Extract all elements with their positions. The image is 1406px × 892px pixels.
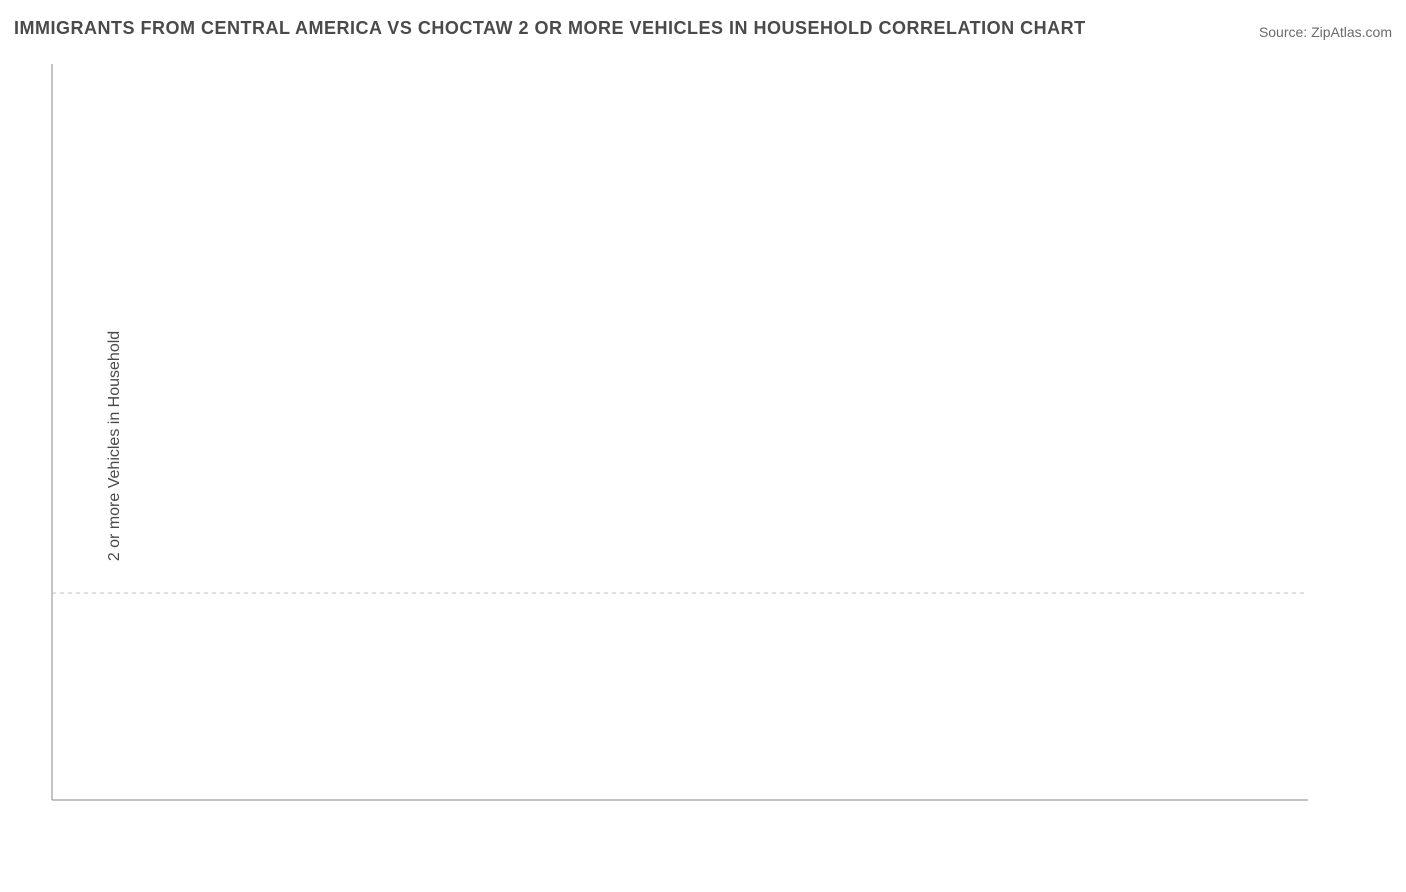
source-label: Source: [1259,24,1311,40]
source-attribution: Source: ZipAtlas.com [1259,24,1392,40]
source-name: ZipAtlas.com [1311,24,1392,40]
plot-svg [46,58,1358,828]
scatter-plot [46,58,1358,828]
chart-title: IMMIGRANTS FROM CENTRAL AMERICA VS CHOCT… [14,18,1086,39]
